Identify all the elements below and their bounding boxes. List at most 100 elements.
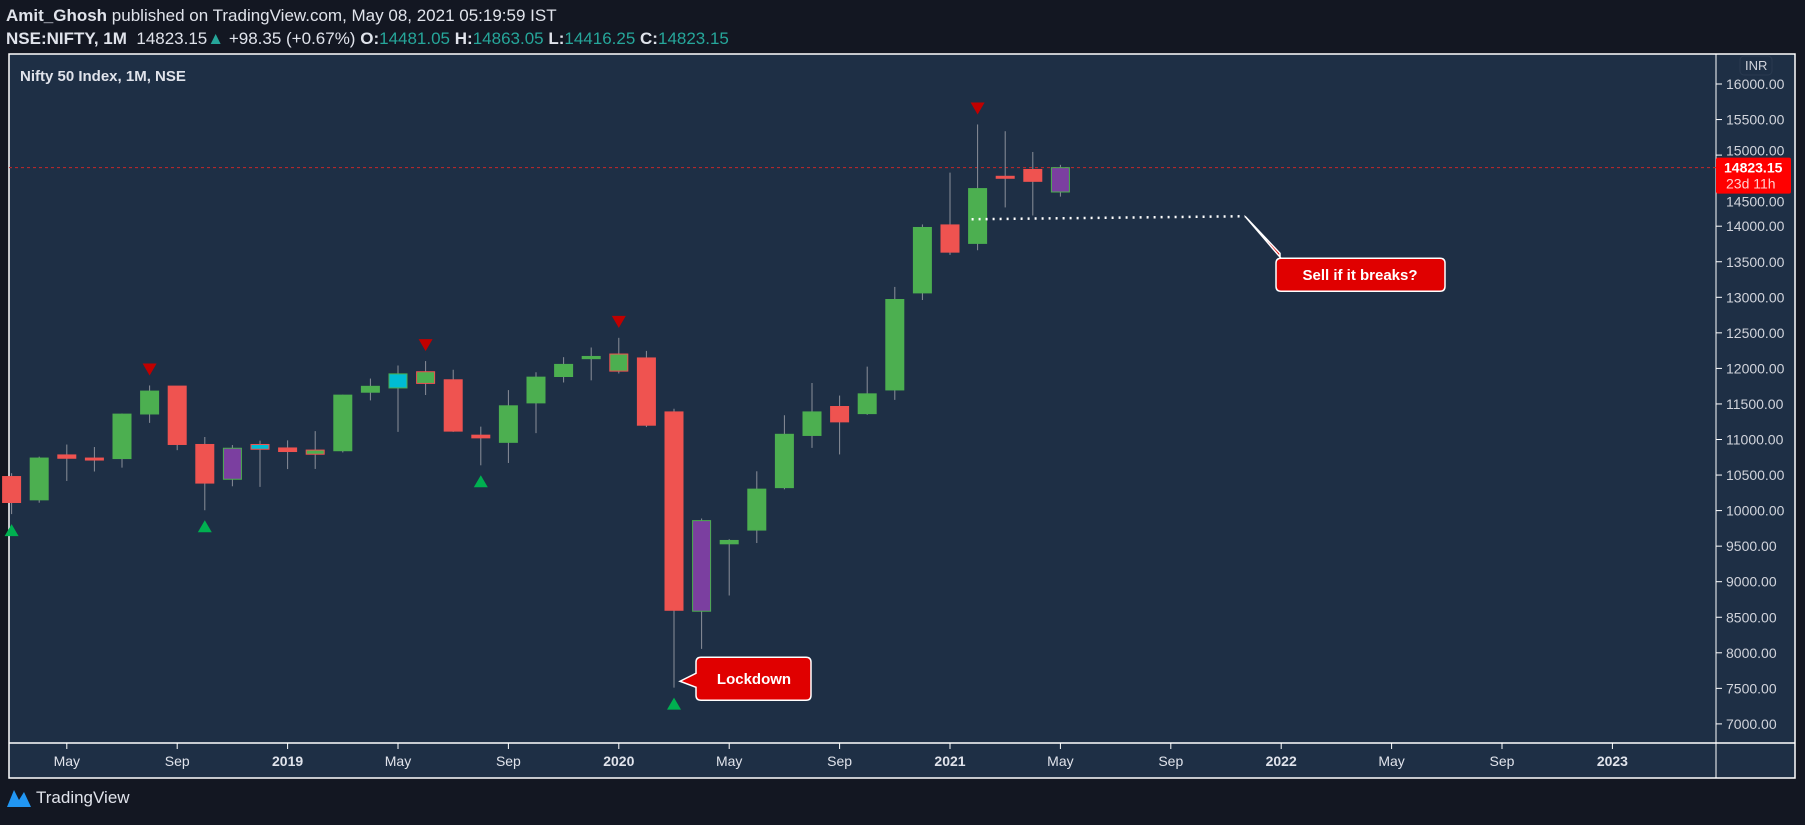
candle-body: [250, 443, 270, 450]
candle-body: [2, 476, 22, 503]
y-tick-label: 9000.00: [1726, 574, 1777, 590]
y-tick-label: 8500.00: [1726, 609, 1777, 625]
candle-body: [140, 390, 160, 415]
chart-panel: [8, 53, 1796, 779]
high-value: 14863.05: [472, 29, 544, 48]
close-value: 14823.15: [657, 29, 729, 48]
author[interactable]: Amit_Ghosh: [6, 6, 108, 25]
candle-body: [747, 488, 767, 531]
x-tick-label: Sep: [496, 753, 521, 769]
up-arrow-icon: ▲: [207, 29, 225, 48]
y-tick-label: 9500.00: [1726, 538, 1777, 554]
y-tick-label: 8000.00: [1726, 645, 1777, 661]
y-tick-label: 15500.00: [1726, 112, 1785, 128]
candle-body: [1023, 168, 1043, 182]
candle-body: [333, 394, 353, 452]
candle-body: [912, 226, 932, 294]
last-price-badge: [1716, 157, 1791, 194]
candle-body: [664, 411, 684, 611]
y-tick-label: 12000.00: [1726, 360, 1785, 376]
y-tick-label: 14500.00: [1726, 194, 1785, 210]
candle-body: [167, 385, 187, 445]
x-tick-label: May: [54, 753, 80, 769]
x-tick-label: May: [1378, 753, 1404, 769]
symbol-info: NSE:NIFTY, 1M 14823.15▲ +98.35 (+0.67%) …: [6, 29, 729, 49]
publish-info: Amit_Ghosh published on TradingView.com,…: [6, 6, 557, 26]
lockdown-callout: [678, 656, 812, 701]
candle-body: [719, 539, 739, 545]
published-text: published on TradingView.com, May 08, 20…: [111, 6, 557, 25]
buy-marker-icon: [197, 520, 212, 533]
candle-body: [29, 457, 49, 501]
candle-body: [84, 457, 104, 461]
candle-body: [940, 224, 960, 253]
buy-marker-icon: [4, 524, 19, 537]
candle-body: [1050, 167, 1070, 193]
tradingview-logo[interactable]: TradingView: [6, 788, 130, 808]
x-tick-label: 2020: [603, 753, 634, 769]
candle-body: [416, 371, 436, 384]
y-tick-label: 16000.00: [1726, 76, 1785, 92]
change: +98.35 (+0.67%): [228, 29, 356, 48]
x-tick-label: Sep: [1158, 753, 1183, 769]
candle-body: [609, 353, 629, 372]
candle-body: [443, 379, 463, 432]
x-tick-label: Sep: [827, 753, 852, 769]
candle-body: [526, 376, 546, 404]
candle-body: [774, 433, 794, 489]
x-tick-label: 2023: [1597, 753, 1628, 769]
countdown-label: 23d 11h: [1726, 176, 1776, 192]
candle-body: [554, 363, 574, 378]
candle-body: [471, 434, 491, 439]
low-label: L:: [548, 29, 565, 48]
x-tick-label: 2021: [934, 753, 965, 769]
close-label: C:: [640, 29, 658, 48]
open-label: O:: [360, 29, 380, 48]
candle-body: [222, 447, 242, 480]
sell-marker-icon: [611, 315, 626, 328]
buy-marker-icon: [473, 475, 488, 488]
y-tick-label: 14000.00: [1726, 218, 1785, 234]
candle-body: [995, 175, 1015, 179]
candle-body: [305, 449, 325, 455]
x-tick-label: Sep: [165, 753, 190, 769]
y-tick-label: 10000.00: [1726, 503, 1785, 519]
x-tick-label: 2019: [272, 753, 303, 769]
brand-name: TradingView: [36, 788, 130, 807]
candle-body: [498, 405, 518, 443]
x-tick-label: May: [716, 753, 742, 769]
open-value: 14481.05: [379, 29, 451, 48]
high-label: H:: [454, 29, 473, 48]
y-tick-label: 15000.00: [1726, 143, 1785, 159]
candle-body: [581, 355, 601, 360]
candle-body: [802, 411, 822, 436]
candle-body: [278, 447, 298, 453]
currency-badge: [1739, 55, 1773, 76]
y-tick-label: 13000.00: [1726, 289, 1785, 305]
x-tick-label: 2022: [1266, 753, 1297, 769]
candle-body: [830, 406, 850, 423]
x-tick-label: May: [1047, 753, 1073, 769]
y-tick-label: 7000.00: [1726, 716, 1777, 732]
y-tick-label: 12500.00: [1726, 325, 1785, 341]
sell-callout-label: Sell if it breaks?: [1302, 267, 1417, 284]
candle-body: [57, 454, 77, 459]
lockdown-label: Lockdown: [717, 671, 791, 688]
candle-body: [360, 385, 380, 393]
x-tick-label: Sep: [1490, 753, 1515, 769]
buy-marker-icon: [667, 697, 681, 710]
candle-body: [692, 520, 712, 612]
candle-body: [112, 413, 132, 460]
candle-body: [968, 188, 988, 244]
sell-marker-icon: [970, 102, 985, 115]
sell-marker-icon: [418, 339, 433, 352]
y-tick-label: 7500.00: [1726, 680, 1777, 696]
y-tick-label: 13500.00: [1726, 254, 1785, 270]
tradingview-logo-icon: [7, 790, 31, 807]
y-tick-label: 10500.00: [1726, 467, 1785, 483]
sell-marker-icon: [142, 363, 157, 376]
low-value: 14416.25: [564, 29, 636, 48]
last-price: 14823.15: [136, 29, 208, 48]
symbol: NSE:NIFTY, 1M: [6, 29, 127, 48]
